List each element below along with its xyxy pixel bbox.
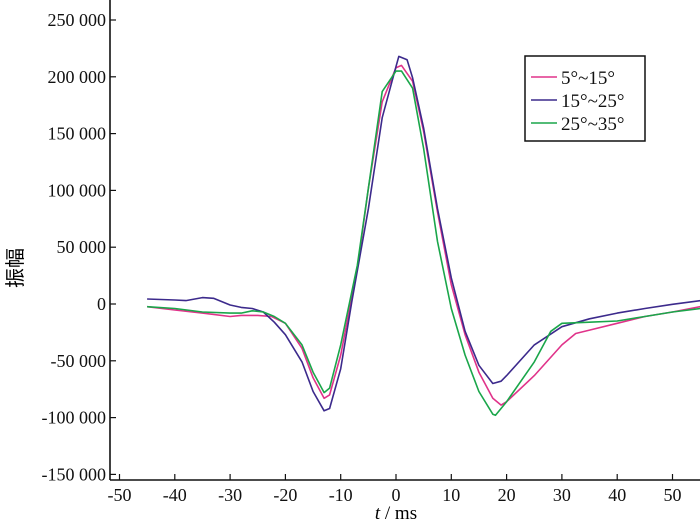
y-axis-label: 振幅: [4, 248, 27, 288]
legend: 5°~15°15°~25°25°~35°: [524, 55, 646, 142]
legend-label: 5°~15°: [561, 68, 615, 89]
x-axis-label: t / ms: [375, 503, 417, 524]
y-tick-label: 150 000: [48, 124, 107, 144]
y-tick-label: 0: [97, 294, 106, 314]
x-tick-label: -40: [163, 485, 187, 505]
x-axis-label-italic: t: [375, 503, 381, 524]
x-tick-label: -50: [108, 485, 132, 505]
x-tick-label: 40: [608, 485, 626, 505]
x-tick-label: 20: [498, 485, 516, 505]
y-tick-label: -150 000: [42, 464, 107, 484]
legend-label: 25°~35°: [561, 114, 624, 135]
y-tick-label: 100 000: [48, 180, 107, 200]
axes: -50 -40 -30 -20 -10 0 10 20 30 40 50 250 000 200 000…: [42, 0, 700, 505]
y-tick-label: 200 000: [48, 67, 107, 87]
y-tick-label: -50 000: [51, 351, 107, 371]
y-tick-label: 250 000: [48, 10, 107, 30]
x-tick-label: 0: [392, 485, 401, 505]
x-axis-label-unit: / ms: [380, 503, 417, 524]
legend-box: [524, 55, 646, 142]
series-lines: [147, 55, 700, 417]
series-line-3: [147, 70, 700, 417]
x-tick-label: -20: [273, 485, 297, 505]
x-tick-label: 30: [553, 485, 571, 505]
x-tick-label: 50: [664, 485, 682, 505]
x-tick-label: 10: [442, 485, 460, 505]
series-line-2: [147, 55, 700, 412]
y-tick-label: 50 000: [57, 237, 107, 257]
y-tick-label: -100 000: [42, 408, 107, 428]
x-tick-label: -10: [329, 485, 353, 505]
legend-label: 15°~25°: [561, 91, 624, 112]
x-tick-label: -30: [218, 485, 242, 505]
